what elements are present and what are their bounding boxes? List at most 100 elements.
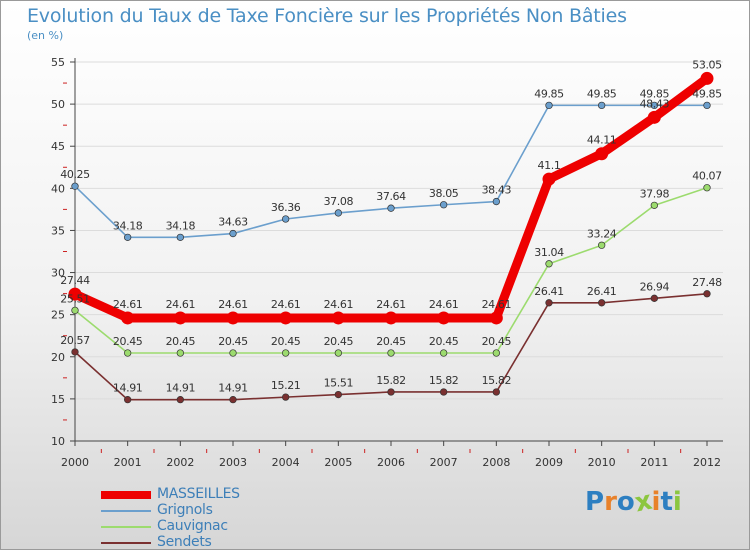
series-line-cauvignac xyxy=(74,186,708,354)
data-label-sendets: 15.82 xyxy=(429,374,459,387)
point-masseilles-2004 xyxy=(279,311,293,325)
point-grignols-2008 xyxy=(492,197,500,206)
point-masseilles-2008 xyxy=(489,311,503,325)
y-tick-label: 10 xyxy=(51,435,65,448)
data-label-cauvignac: 37.98 xyxy=(640,187,670,200)
legend-label: MASSEILLES xyxy=(157,486,240,502)
legend-swatch xyxy=(101,491,151,499)
data-label-cauvignac: 20.45 xyxy=(271,335,301,348)
point-grignols-2005 xyxy=(334,209,342,217)
data-label-grignols: 49.85 xyxy=(640,87,670,100)
point-sendets-2008 xyxy=(492,388,500,396)
data-label-cauvignac: 20.45 xyxy=(113,335,143,348)
point-masseilles-2012 xyxy=(700,71,714,85)
point-masseilles-2009 xyxy=(542,172,556,186)
data-label-masseilles: 24.61 xyxy=(271,298,301,311)
point-cauvignac-2006 xyxy=(387,349,395,357)
data-label-grignols: 34.18 xyxy=(113,219,143,232)
data-label-grignols: 37.64 xyxy=(376,190,406,203)
data-label-masseilles: 41.1 xyxy=(538,159,561,172)
point-sendets-2005 xyxy=(334,390,342,399)
data-label-sendets: 15.21 xyxy=(271,379,301,392)
data-label-cauvignac: 31.04 xyxy=(534,246,564,259)
proxiti-logo: Proxiti xyxy=(585,486,682,519)
point-cauvignac-2009 xyxy=(545,260,553,268)
data-label-masseilles: 53.05 xyxy=(692,58,722,71)
data-label-masseilles: 24.61 xyxy=(429,298,459,311)
data-label-sendets: 14.91 xyxy=(166,382,196,395)
x-tick-label: 2003 xyxy=(219,456,247,469)
logo-letter: i xyxy=(651,487,661,517)
data-label-masseilles: 24.61 xyxy=(166,298,196,311)
point-cauvignac-2002 xyxy=(176,349,184,357)
point-grignols-2012 xyxy=(703,101,711,110)
x-tick-label: 2006 xyxy=(377,456,405,469)
point-sendets-2007 xyxy=(440,388,448,396)
y-tick-label: 55 xyxy=(51,56,65,69)
point-cauvignac-2005 xyxy=(334,349,342,357)
legend-swatch xyxy=(101,510,151,512)
point-sendets-2003 xyxy=(229,395,237,404)
data-label-cauvignac: 25.51 xyxy=(60,292,90,305)
point-sendets-2004 xyxy=(282,393,290,401)
data-label-grignols: 49.85 xyxy=(587,87,617,100)
data-label-cauvignac: 20.45 xyxy=(324,335,354,348)
x-tick-label: 2010 xyxy=(588,456,616,469)
data-label-sendets: 15.82 xyxy=(376,374,406,387)
point-grignols-2004 xyxy=(282,215,290,223)
point-cauvignac-2008 xyxy=(492,349,500,357)
data-label-cauvignac: 20.45 xyxy=(376,335,406,348)
logo-letter: r xyxy=(604,487,617,517)
point-masseilles-2007 xyxy=(437,311,451,325)
data-label-grignols: 49.85 xyxy=(534,87,564,100)
point-sendets-2000 xyxy=(71,348,79,356)
x-tick-label: 2011 xyxy=(640,456,668,469)
data-label-cauvignac: 20.45 xyxy=(218,335,248,348)
data-label-grignols: 40.25 xyxy=(60,168,90,181)
point-cauvignac-2003 xyxy=(229,349,237,357)
data-label-sendets: 14.91 xyxy=(218,382,248,395)
point-grignols-2011 xyxy=(650,101,658,110)
data-label-masseilles: 48.43 xyxy=(640,97,670,110)
point-cauvignac-2010 xyxy=(598,241,606,249)
logo-letter: i xyxy=(672,487,682,517)
y-tick-label: 35 xyxy=(51,224,65,237)
y-tick-label: 20 xyxy=(51,351,65,364)
x-tick-label: 2002 xyxy=(166,456,194,469)
point-grignols-2003 xyxy=(229,229,237,238)
data-label-sendets: 14.91 xyxy=(113,382,143,395)
legend-label: Grignols xyxy=(157,502,213,518)
point-sendets-2001 xyxy=(124,395,132,404)
data-label-sendets: 20.57 xyxy=(60,334,90,347)
data-label-masseilles: 27.44 xyxy=(60,274,90,287)
data-label-masseilles: 24.61 xyxy=(324,298,354,311)
data-label-masseilles: 24.61 xyxy=(218,298,248,311)
point-masseilles-2001 xyxy=(121,311,135,325)
point-masseilles-2000 xyxy=(68,287,82,301)
x-tick-label: 2005 xyxy=(324,456,352,469)
x-tick-label: 2009 xyxy=(535,456,563,469)
point-masseilles-2005 xyxy=(331,311,345,325)
point-sendets-2010 xyxy=(598,299,606,307)
data-label-grignols: 34.63 xyxy=(218,216,248,229)
point-sendets-2011 xyxy=(650,294,658,302)
data-label-grignols: 36.36 xyxy=(271,201,301,214)
data-label-sendets: 26.41 xyxy=(534,285,564,298)
y-tick-label: 25 xyxy=(51,309,65,322)
x-tick-label: 2001 xyxy=(114,456,142,469)
point-masseilles-2011 xyxy=(647,110,661,124)
x-tick-label: 2007 xyxy=(430,456,458,469)
data-label-masseilles: 24.61 xyxy=(482,298,512,311)
data-label-masseilles: 24.61 xyxy=(376,298,406,311)
x-tick-label: 2000 xyxy=(61,456,89,469)
data-label-sendets: 15.51 xyxy=(324,377,354,390)
series-line-grignols xyxy=(74,104,708,239)
point-cauvignac-2001 xyxy=(124,349,132,357)
y-tick-label: 50 xyxy=(51,98,65,111)
y-tick-label: 45 xyxy=(51,140,65,153)
data-label-cauvignac: 20.45 xyxy=(429,335,459,348)
point-cauvignac-2012 xyxy=(703,184,711,192)
point-grignols-2000 xyxy=(71,182,79,190)
